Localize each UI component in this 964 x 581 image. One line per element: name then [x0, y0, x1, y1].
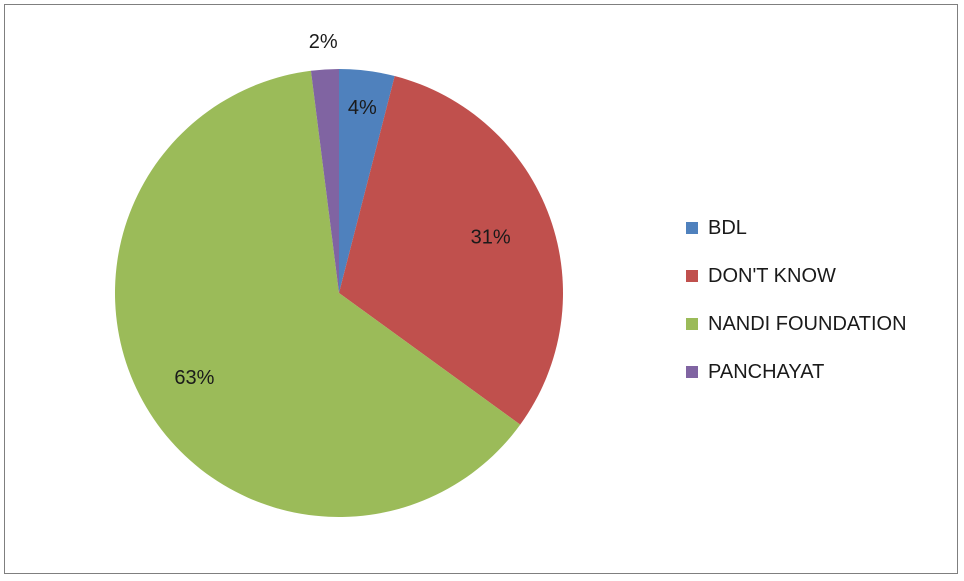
legend-swatch-nandi-foundation — [686, 318, 698, 330]
legend-item-bdl: BDL — [686, 204, 907, 252]
data-label-bdl: 4% — [348, 97, 377, 119]
legend-label-panchayat: PANCHAYAT — [708, 360, 825, 383]
chart-legend: BDL DON'T KNOW NANDI FOUNDATION PANCHAYAT — [686, 204, 907, 396]
pie-slice-nandi-foundation — [114, 70, 521, 518]
legend-swatch-bdl — [686, 222, 698, 234]
data-label-panchayat: 2% — [309, 31, 338, 53]
legend-item-nandi-foundation: NANDI FOUNDATION — [686, 300, 907, 348]
pie-slice-don-t-know — [339, 76, 563, 425]
legend-label-nandi-foundation: NANDI FOUNDATION — [708, 312, 907, 335]
legend-swatch-don-t-know — [686, 270, 698, 282]
data-label-don-t-know: 31% — [471, 227, 511, 249]
legend-item-don-t-know: DON'T KNOW — [686, 252, 907, 300]
legend-label-don-t-know: DON'T KNOW — [708, 264, 836, 287]
legend-item-panchayat: PANCHAYAT — [686, 348, 907, 396]
pie-slice-panchayat — [310, 69, 339, 293]
data-label-nandi-foundation: 63% — [174, 367, 214, 389]
pie-slice-bdl — [339, 69, 395, 293]
legend-swatch-panchayat — [686, 366, 698, 378]
legend-label-bdl: BDL — [708, 216, 747, 239]
